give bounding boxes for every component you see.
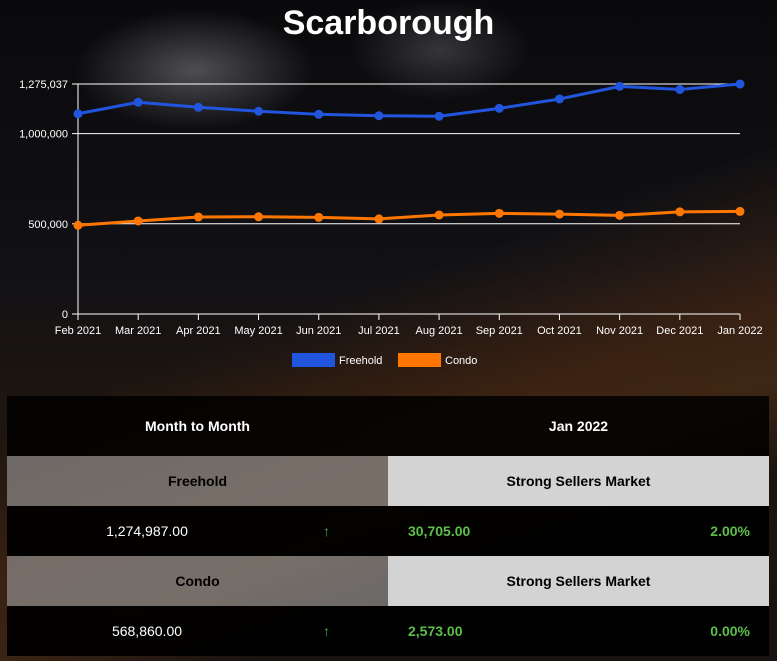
data-point-freehold <box>73 109 83 119</box>
data-point-freehold <box>434 111 444 121</box>
series-line-freehold <box>77 82 741 118</box>
data-point-freehold <box>494 103 504 113</box>
market-status: Strong Sellers Market <box>388 556 769 606</box>
data-point-condo <box>675 207 685 217</box>
freehold-value-row: 1,274,987.00 ↑ 30,705.00 2.00% <box>7 506 769 556</box>
series-line-condo <box>77 209 741 227</box>
price-change: 30,705.00 <box>408 523 471 539</box>
x-tick-label: Jul 2021 <box>358 325 400 337</box>
header-month: Jan 2022 <box>548 418 609 434</box>
percent-change: 0.00% <box>710 623 750 639</box>
x-tick-label: Jun 2021 <box>296 325 341 337</box>
data-point-freehold <box>374 111 384 121</box>
condo-category-row: Condo Strong Sellers Market <box>7 556 769 606</box>
data-point-condo <box>615 210 625 220</box>
header-month-to-month: Month to Month <box>145 418 250 434</box>
x-tick-label: Nov 2021 <box>596 325 643 337</box>
data-point-freehold <box>193 102 203 112</box>
x-tick-label: Dec 2021 <box>656 325 703 337</box>
data-point-freehold <box>133 97 143 107</box>
data-point-freehold <box>735 79 745 89</box>
x-tick-label: May 2021 <box>234 325 282 337</box>
price-change: 2,573.00 <box>408 623 463 639</box>
x-tick-label: Jan 2022 <box>717 325 762 337</box>
legend-label: Freehold <box>339 355 382 367</box>
data-point-condo <box>73 220 83 230</box>
data-point-freehold <box>314 109 324 119</box>
market-status: Strong Sellers Market <box>388 456 769 506</box>
table-header: Month to Month Jan 2022 <box>7 396 769 456</box>
y-tick-label: 1,000,000 <box>19 129 68 141</box>
line-chart: 0 500,000 1,000,000 1,275,037 Feb 2021 Mar 20… <box>19 79 762 367</box>
page-title: Scarborough <box>282 4 495 42</box>
up-arrow-icon: ↑ <box>323 623 330 639</box>
data-point-condo <box>374 214 384 224</box>
legend-swatch-freehold <box>292 353 335 367</box>
data-point-condo <box>735 206 745 216</box>
data-point-freehold <box>254 106 264 116</box>
x-tick-label: Mar 2021 <box>115 325 161 337</box>
data-point-condo <box>554 209 564 219</box>
legend-swatch-condo <box>398 353 441 367</box>
price-value: 1,274,987.00 <box>106 523 188 539</box>
data-point-freehold <box>615 81 625 91</box>
data-point-condo <box>494 208 504 218</box>
market-table: Month to Month Jan 2022 Freehold Strong … <box>7 396 769 656</box>
y-tick-label: 0 <box>62 309 68 321</box>
data-point-freehold <box>554 94 564 104</box>
data-point-condo <box>254 212 264 222</box>
x-tick-label: Oct 2021 <box>537 325 582 337</box>
x-tick-label: Apr 2021 <box>176 325 221 337</box>
percent-change: 2.00% <box>710 523 750 539</box>
freehold-category-row: Freehold Strong Sellers Market <box>7 456 769 506</box>
data-point-freehold <box>675 85 685 95</box>
condo-value-row: 568,860.00 ↑ 2,573.00 0.00% <box>7 606 769 656</box>
legend-label: Condo <box>445 355 477 367</box>
data-point-condo <box>434 210 444 220</box>
x-tick-label: Sep 2021 <box>476 325 523 337</box>
x-tick-label: Feb 2021 <box>55 325 101 337</box>
y-tick-label: 500,000 <box>28 219 68 231</box>
category-label: Condo <box>7 556 388 606</box>
data-point-condo <box>314 212 324 222</box>
up-arrow-icon: ↑ <box>323 523 330 539</box>
data-point-condo <box>193 212 203 222</box>
data-point-condo <box>133 216 143 226</box>
y-tick-label: 1,275,037 <box>19 79 68 91</box>
category-label: Freehold <box>7 456 388 506</box>
price-value: 568,860.00 <box>111 623 183 639</box>
x-tick-label: Aug 2021 <box>416 325 463 337</box>
